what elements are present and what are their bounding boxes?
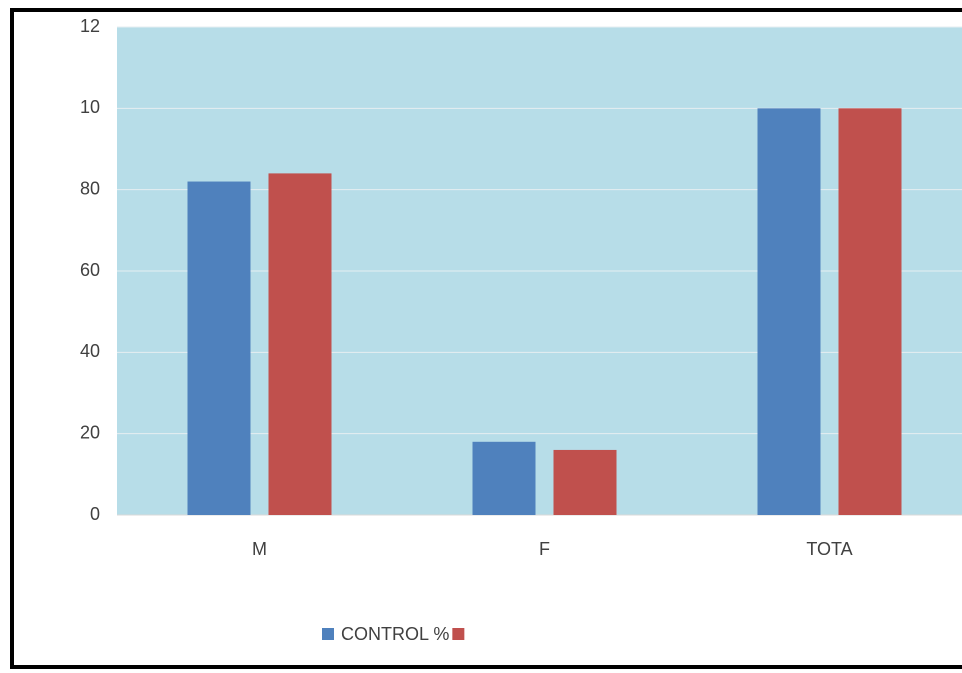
bar (553, 449, 617, 515)
frame (10, 8, 962, 669)
y-tick-label: 0 (90, 504, 100, 524)
x-tick-label: TOTA (806, 539, 852, 559)
bar (838, 108, 902, 515)
legend-label: CONTROL % (341, 624, 449, 644)
y-tick-label: 80 (80, 178, 100, 198)
y-tick-label: 12 (80, 16, 100, 36)
bar (268, 173, 332, 515)
x-tick-label: F (539, 539, 550, 559)
legend-swatch (322, 628, 334, 640)
y-tick-label: 40 (80, 341, 100, 361)
bar (757, 108, 821, 515)
bar (187, 181, 251, 516)
legend-swatch (452, 628, 465, 640)
y-tick-label: 20 (80, 422, 100, 442)
x-tick-label: M (252, 539, 267, 559)
y-tick-label: 60 (80, 260, 100, 280)
bar (472, 441, 536, 515)
y-tick-label: 10 (80, 97, 100, 117)
